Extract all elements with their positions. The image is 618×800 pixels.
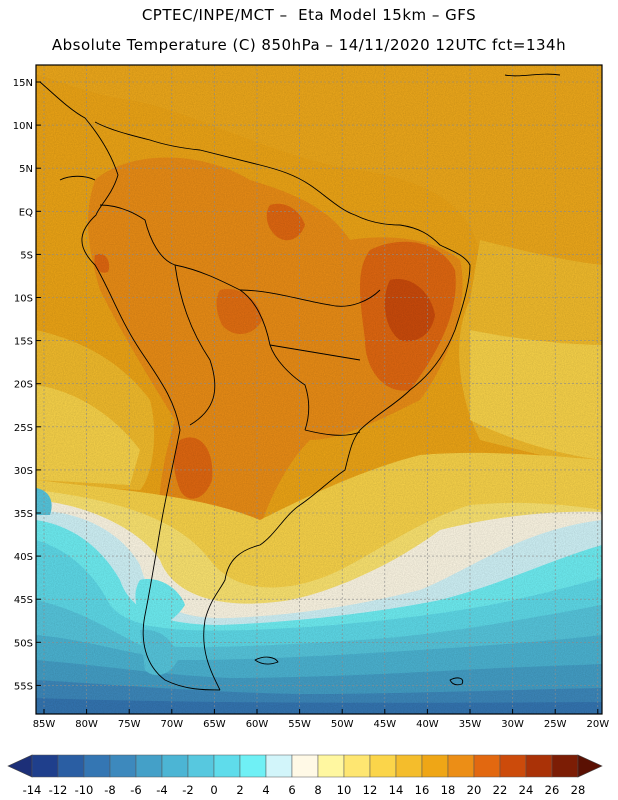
colorbar-label: 18 [441,783,456,797]
colorbar-label: 24 [519,783,534,797]
colorbar-swatch [239,754,267,778]
lat-tick-label: 15S [14,337,33,348]
colorbar-swatch [525,754,553,778]
colorbar-swatch [265,754,293,778]
lat-tick-label: 25S [14,423,33,434]
colorbar-swatch [447,754,475,778]
colorbar-label: -14 [23,783,42,797]
colorbar-swatch [499,754,527,778]
colorbar-swatch [343,754,371,778]
colorbar-low-arrow [7,754,33,778]
colorbar-label: 28 [571,783,586,797]
colorbar-swatch [317,754,345,778]
temperature-field [36,65,602,714]
colorbar-swatch [213,754,241,778]
coastline-outline [39,73,561,691]
colorbar-label: 10 [337,783,352,797]
colorbar-label: 26 [545,783,560,797]
lat-tick-label: 35S [14,509,33,520]
colorbar-swatch [369,754,397,778]
colorbar-label: -6 [130,783,141,797]
colorbar-high-arrow [577,754,603,778]
lat-tick-label: 55S [14,681,33,692]
lon-tick-label: 65W [203,719,226,730]
lon-tick-label: 20W [586,719,609,730]
lon-tick-label: 45W [373,719,396,730]
lat-tick-label: 5S [20,250,33,261]
lon-tick-label: 60W [246,719,269,730]
colorbar-swatch [31,754,59,778]
colorbar-label: -12 [49,783,68,797]
colorbar-swatch [421,754,449,778]
lon-tick-label: 50W [331,719,354,730]
colorbar-swatch [473,754,501,778]
lon-tick-label: 25W [544,719,567,730]
lat-tick-label: EQ [19,207,33,218]
lat-tick-label: 45S [14,595,33,606]
colorbar-label: 20 [467,783,482,797]
lon-tick-label: 70W [160,719,183,730]
colorbar-label: -10 [75,783,94,797]
lon-tick-label: 55W [288,719,311,730]
lat-tick-label: 10S [14,294,33,305]
chart-title-line1: CPTEC/INPE/MCT – Eta Model 15km – GFS [141,6,477,24]
colorbar-swatch [187,754,215,778]
colorbar-label: 0 [210,783,217,797]
colorbar-swatch [57,754,85,778]
colorbar-label: -2 [182,783,193,797]
lat-lon-grid [36,65,602,714]
colorbar-label: 6 [288,783,295,797]
colorbar-label: -4 [156,783,167,797]
lat-tick-label: 10N [13,121,33,132]
colorbar-label: 16 [415,783,430,797]
lon-tick-label: 35W [459,719,482,730]
lon-tick-label: 30W [501,719,524,730]
lat-tick-label: 30S [14,466,33,477]
colorbar-swatch [161,754,189,778]
colorbar-label: 22 [493,783,508,797]
colorbar-swatch [291,754,319,778]
lat-tick-label: 50S [14,638,33,649]
lat-tick-label: 15N [13,78,33,89]
lon-tick-label: 85W [33,719,56,730]
lon-tick-label: 80W [75,719,98,730]
colorbar: -14 -12 -10 -8 -6 -4 -2 0 2 4 6 8 10 12 14 16 18 20 22 24 26… [7,754,603,797]
colorbar-label: 14 [389,783,404,797]
lat-tick-label: 40S [14,552,33,563]
lon-tick-label: 75W [118,719,141,730]
lat-tick-label: 5N [19,164,33,175]
chart-title-line2: Absolute Temperature (C) 850hPa – 14/11/… [51,36,567,54]
lon-tick-label: 40W [416,719,439,730]
lat-tick-label: 20S [14,380,33,391]
longitude-axis: 85W 80W 75W 70W 65W 60W 55W 50W 45W 40W 35W 30W 25W 2… [33,709,609,730]
colorbar-swatch [83,754,111,778]
colorbar-label: 8 [314,783,321,797]
colorbar-label: 2 [236,783,243,797]
colorbar-label: 12 [363,783,378,797]
latitude-axis: 15N 10N 5N EQ 5S 10S 15S 20S 25S 30S 35S 40S 45S 50S 5… [13,78,41,692]
colorbar-label: -8 [104,783,115,797]
map-frame [35,64,603,715]
colorbar-swatch [551,754,579,778]
colorbar-label: 4 [262,783,269,797]
colorbar-swatch [395,754,423,778]
colorbar-swatch [109,754,137,778]
colorbar-swatch [135,754,163,778]
